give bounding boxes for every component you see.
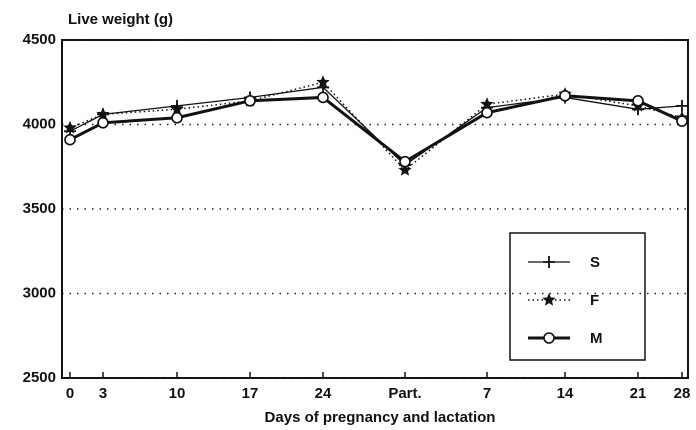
x-tick-label: Part. [388, 385, 421, 402]
data-point [480, 97, 494, 110]
x-tick-label: 10 [169, 385, 186, 402]
data-point [632, 95, 644, 107]
chart-title: Live weight (g) [68, 11, 173, 28]
x-tick-label: 0 [66, 385, 74, 402]
legend-label: M [590, 330, 603, 347]
legend-label: F [590, 292, 599, 309]
y-tick-label: 3500 [23, 200, 56, 217]
x-tick-label: 14 [557, 385, 574, 402]
series-line [69, 94, 683, 164]
x-tick-label: 21 [630, 385, 647, 402]
x-tick-label: 28 [674, 385, 691, 402]
legend-marker [543, 332, 555, 344]
series-line [69, 81, 683, 172]
data-point [481, 106, 493, 119]
y-tick-label: 3000 [23, 284, 56, 301]
x-tick-label: 17 [242, 385, 259, 402]
legend-box [509, 232, 646, 361]
series-line [69, 86, 683, 166]
legend-marker [543, 256, 555, 268]
y-tick-label: 4500 [23, 31, 56, 48]
data-point [559, 89, 571, 102]
data-point [676, 115, 688, 127]
data-point [171, 111, 183, 124]
data-point [676, 99, 688, 112]
data-point [170, 102, 184, 115]
y-tick-label: 2500 [23, 369, 56, 386]
x-tick-label: 7 [483, 385, 491, 402]
data-point [244, 95, 256, 107]
data-point [399, 155, 411, 168]
data-point [63, 120, 77, 134]
data-point [316, 75, 330, 88]
x-axis-label: Days of pregnancy and lactation [265, 409, 496, 426]
data-point [317, 91, 329, 104]
y-tick-label: 4000 [23, 115, 56, 132]
data-point [97, 117, 109, 129]
data-point [64, 133, 76, 146]
legend-marker [542, 293, 556, 306]
x-tick-label: 24 [315, 385, 332, 402]
x-tick-label: 3 [99, 385, 107, 402]
data-point [398, 163, 412, 176]
data-point [96, 107, 110, 120]
legend-label: S [590, 254, 600, 271]
